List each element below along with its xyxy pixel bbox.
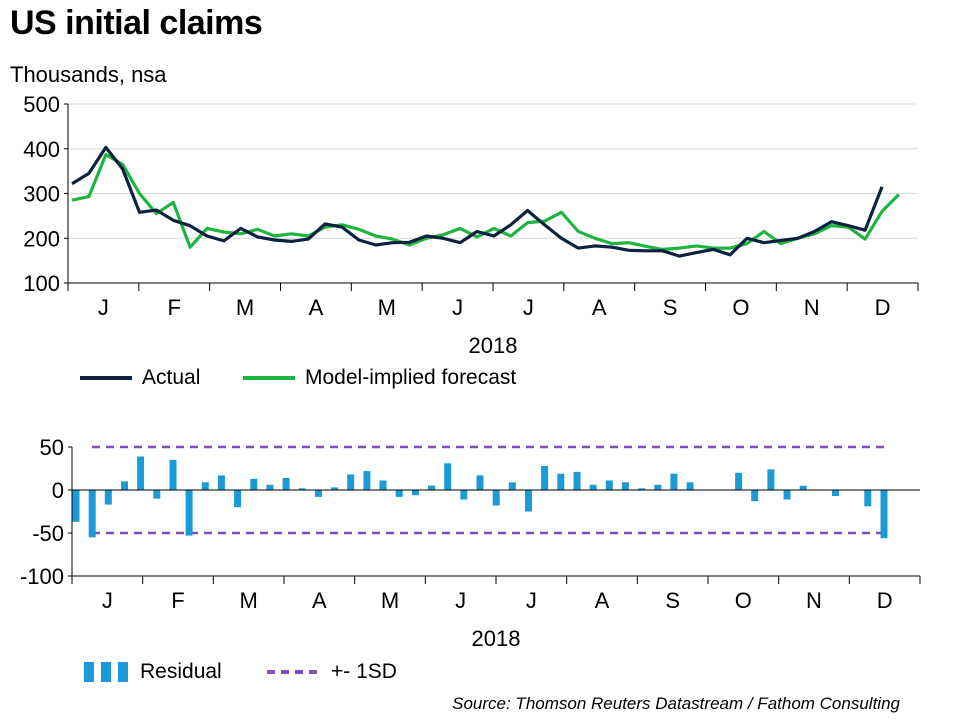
residual-bar (444, 463, 452, 490)
source-note: Source: Thomson Reuters Datastream / Fat… (452, 694, 900, 713)
residual-bar (153, 490, 161, 499)
chart-title: US initial claims (10, 4, 263, 42)
top-year-label: 2018 (469, 333, 518, 358)
residual-bar (508, 482, 516, 490)
residual-bar (411, 490, 419, 496)
residual-bar (363, 471, 371, 490)
top-y-tick-label: 300 (23, 182, 60, 207)
residual-bar (331, 487, 339, 490)
top-month-label: S (663, 295, 678, 320)
residual-bar (395, 490, 403, 497)
residual-bar (492, 490, 500, 506)
residual-bar (169, 459, 177, 490)
residual-bar (88, 490, 96, 538)
bottom-month-label: J (526, 588, 537, 613)
residual-bar (347, 474, 355, 490)
residual-bar (266, 484, 274, 490)
top-y-tick-label: 400 (23, 137, 60, 162)
legend-sd: +- 1SD (267, 660, 397, 684)
residual-bar (250, 478, 258, 490)
legend-actual-swatch (80, 376, 132, 380)
bottom-month-label: F (171, 588, 184, 613)
residual-bar (476, 475, 484, 490)
residual-bar (314, 490, 322, 497)
bottom-y-tick-label: 0 (52, 478, 64, 503)
top-month-label: J (523, 295, 534, 320)
legend-forecast-swatch (243, 376, 295, 380)
residual-bar (541, 465, 549, 490)
residual-bar (428, 485, 435, 490)
residual-bar (72, 490, 80, 522)
bottom-month-label: J (102, 588, 113, 613)
bottom-month-label: N (806, 588, 822, 613)
residual-bar (379, 480, 387, 490)
top-month-label: F (168, 295, 181, 320)
top-month-label: M (378, 295, 396, 320)
residual-bar (573, 471, 581, 490)
bottom-month-label: D (877, 588, 893, 613)
bottom-month-label: A (595, 588, 610, 613)
bottom-month-label: O (735, 588, 752, 613)
residual-bar (185, 490, 193, 536)
bottom-month-label: M (381, 588, 399, 613)
top-month-label: J (98, 295, 109, 320)
bottom-y-tick-label: -100 (20, 564, 64, 589)
residual-bar (589, 484, 597, 490)
top-month-label: O (732, 295, 749, 320)
legend-forecast: Model-implied forecast (243, 366, 516, 390)
residual-bar (783, 490, 791, 500)
legend-sd-swatch (267, 670, 321, 674)
chart-subtitle: Thousands, nsa (10, 62, 167, 87)
residual-bar (525, 490, 532, 512)
residual-bar (864, 490, 872, 507)
top-month-label: A (309, 295, 324, 320)
residual-bar (799, 485, 807, 490)
top-y-tick-label: 100 (23, 271, 60, 296)
bottom-y-tick-label: -50 (32, 521, 64, 546)
top-month-label: D (875, 295, 891, 320)
residual-bar (735, 472, 743, 490)
residual-bar (557, 473, 565, 490)
legend-residual-swatch (84, 662, 128, 682)
residual-bar (121, 481, 128, 490)
residual-bar (201, 482, 209, 490)
bottom-month-label: A (312, 588, 327, 613)
residual-bar (767, 469, 775, 490)
residual-bar (298, 488, 306, 490)
residual-bar (621, 482, 629, 490)
residual-bar (217, 475, 225, 490)
residual-bar (751, 490, 759, 502)
residual-bar (104, 490, 112, 505)
residual-bar (137, 456, 145, 490)
top-month-label: N (804, 295, 820, 320)
actual-line (71, 145, 884, 258)
top-month-label: A (592, 295, 607, 320)
bottom-month-label: M (240, 588, 258, 613)
legend-actual-label: Actual (142, 366, 201, 389)
bottom-year-label: 2018 (472, 626, 521, 651)
legend-forecast-label: Model-implied forecast (305, 366, 517, 389)
residual-bar (880, 490, 888, 539)
residual-bar (605, 480, 613, 490)
legend-actual: Actual (80, 366, 200, 390)
top-y-tick-label: 200 (23, 226, 60, 251)
legend-residual-label: Residual (140, 660, 222, 683)
residual-bar (282, 478, 290, 490)
bottom-month-label: S (665, 588, 680, 613)
legend-sd-label: +- 1SD (331, 660, 397, 683)
residual-bar (832, 490, 839, 496)
residual-bar (234, 490, 242, 508)
top-month-label: M (236, 295, 254, 320)
top-month-label: J (452, 295, 463, 320)
residual-bar (670, 473, 678, 490)
bottom-y-tick-label: 50 (40, 435, 64, 460)
residual-bar (460, 490, 468, 500)
residual-bar (654, 484, 662, 490)
residual-bar (686, 482, 694, 490)
legend-residual: Residual (84, 660, 222, 684)
bottom-month-label: J (455, 588, 466, 613)
residual-bar (638, 488, 646, 490)
top-y-tick-label: 500 (23, 92, 60, 117)
